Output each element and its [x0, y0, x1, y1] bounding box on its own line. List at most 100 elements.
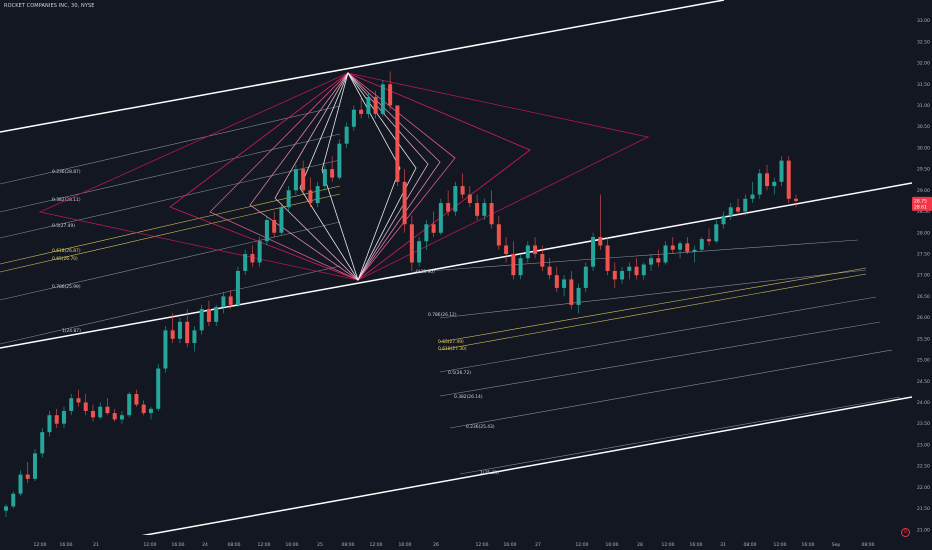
candle-body [32, 453, 37, 479]
candle-body [148, 408, 153, 414]
y-tick-label: 26.00 [917, 315, 930, 321]
candle-body [308, 190, 313, 204]
candle-body [475, 203, 480, 216]
fib-channel-lower: 0(28.90) 0.786(26.12) 0.65(27.49)0.618(27.… [413, 239, 901, 476]
x-tick-label: 28 [637, 542, 643, 548]
candle-body [330, 169, 335, 178]
y-tick-label: 29.50 [917, 167, 930, 173]
x-tick-label: 26 [433, 542, 439, 548]
x-tick-label: 12:00 [576, 542, 589, 548]
fib-level-line [439, 273, 867, 351]
x-tick-label: 21 [93, 542, 99, 548]
price-chart[interactable]: 0.236(28.87)0.382(28.11)0.5(27.49)0.618(… [0, 0, 912, 535]
candle-body [576, 287, 581, 305]
pitchfan-drawing [38, 71, 650, 282]
y-tick-label: 28.00 [917, 230, 930, 236]
time-axis[interactable]: 12:00 16:00 21 12:00 16:00 24 08:00 12:00 16:00 2… [0, 535, 912, 550]
candle-body [656, 258, 661, 263]
candle-body [533, 245, 538, 254]
fib-level-line [459, 396, 901, 475]
candle-body [185, 321, 190, 344]
candle-body [605, 245, 610, 271]
candle-body [489, 203, 494, 225]
price-tag [912, 202, 932, 211]
candle-body [293, 169, 298, 191]
candle-body [243, 253, 248, 271]
fib-level-line [449, 349, 893, 429]
candle-body [18, 474, 23, 494]
y-tick-label: 32.00 [917, 61, 930, 67]
candle-body [518, 258, 523, 276]
x-tick-label: 12:00 [476, 542, 489, 548]
fib-level-line [0, 265, 341, 345]
fib-level-line [439, 321, 881, 397]
candle-body [127, 393, 132, 416]
fib-level-line [0, 185, 341, 265]
candle-body [388, 84, 393, 106]
fib-level-label: 0.382(26.14) [454, 394, 483, 400]
x-tick-label: 27 [535, 542, 541, 548]
fib-level-label: 0.65(26.70) [52, 256, 78, 262]
fib-level-label: 0.236(28.87) [52, 169, 81, 175]
fib-level-line [439, 269, 867, 319]
tradingview-logo-icon[interactable]: ⊙ [901, 528, 910, 537]
candle-body [221, 296, 226, 308]
candle-body [496, 224, 501, 246]
candle-body [286, 190, 291, 208]
candle-body [322, 169, 327, 187]
candle-body [583, 266, 588, 288]
price-axis[interactable]: 33.00 32.50 32.00 31.50 31.00 30.50 30.00 29.50… [912, 0, 932, 550]
candle-body [257, 241, 262, 263]
y-tick-label: 27.00 [917, 273, 930, 279]
candle-body [98, 406, 103, 418]
candle-body [366, 96, 371, 114]
candle-body [47, 415, 52, 433]
candle-body [482, 203, 487, 216]
y-tick-label: 24.50 [917, 379, 930, 385]
x-tick-label: 08:00 [228, 542, 241, 548]
y-tick-label: 28.50 [917, 209, 930, 215]
fib-level-line [0, 159, 341, 239]
y-tick-label: 23.00 [917, 442, 930, 448]
x-tick-label: 16:00 [286, 542, 299, 548]
candle-body [670, 245, 675, 250]
candle-body [315, 186, 320, 204]
x-tick-label: 16:00 [690, 542, 703, 548]
y-tick-label: 22.50 [917, 464, 930, 470]
candle-body [554, 275, 559, 288]
candle-body [337, 143, 342, 178]
candle-body [25, 474, 30, 479]
x-tick-label: 16:00 [60, 542, 73, 548]
x-tick-label: 16:00 [504, 542, 517, 548]
y-tick-label: 23.50 [917, 421, 930, 427]
candle-body [11, 493, 16, 507]
candle-body [250, 253, 255, 263]
price-tag-label: 28.75 [914, 199, 927, 205]
fib-level-line [0, 193, 341, 273]
candle-body [119, 415, 124, 420]
candle-body [453, 186, 458, 212]
y-tick-label: 31.00 [917, 103, 930, 109]
candle-body [156, 368, 161, 409]
candle-body [460, 186, 465, 195]
candle-body [721, 215, 726, 225]
candle-body [540, 253, 545, 267]
fib-level-label: 0(28.90) [416, 269, 435, 275]
candle-body [678, 243, 683, 250]
fib-level-label: 1(24.87) [62, 328, 81, 334]
candle-body [591, 236, 596, 267]
x-tick-label: 25 [317, 542, 323, 548]
candle-body [61, 410, 66, 424]
y-tick-label: 25.50 [917, 336, 930, 342]
candle-body [409, 224, 414, 263]
x-tick-label: 12:00 [774, 542, 787, 548]
candle-body [69, 398, 74, 411]
candle-body [141, 404, 146, 414]
y-tick-label: 32.50 [917, 39, 930, 45]
candle-body [228, 296, 233, 305]
candle-body [511, 253, 516, 276]
candle-body [76, 398, 81, 403]
x-tick-label: 08:00 [342, 542, 355, 548]
candle-body [750, 194, 755, 199]
candle-body [620, 270, 625, 280]
